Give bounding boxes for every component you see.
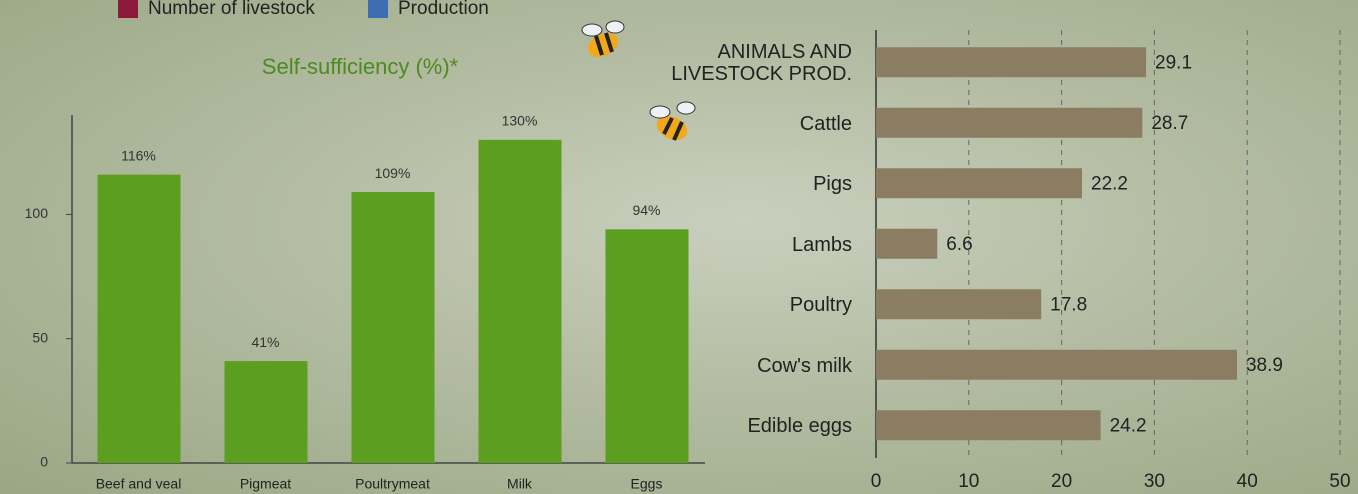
x-tick-label: 40	[1237, 471, 1258, 492]
x-tick-label: 50	[1329, 471, 1350, 492]
bee-icon	[649, 101, 696, 141]
x-tick-label: Poultrymeat	[355, 476, 430, 492]
value-label: 17.8	[1050, 294, 1087, 315]
value-label: 29.1	[1155, 52, 1192, 73]
bar	[876, 168, 1083, 199]
y-tick-label: 50	[32, 329, 48, 345]
value-label: 41%	[251, 334, 279, 350]
x-tick-label: 20	[1051, 471, 1072, 492]
bar	[224, 361, 308, 463]
value-label: 22.2	[1091, 173, 1128, 194]
bar	[478, 139, 562, 463]
value-label: 130%	[502, 113, 538, 129]
value-label: 6.6	[946, 234, 972, 255]
bar	[876, 228, 938, 259]
y-tick-label: Pigs	[813, 173, 852, 196]
y-tick-label: Cow's milk	[757, 354, 852, 377]
chart-title: Self-sufficiency (%)*	[262, 54, 459, 79]
x-tick-label: Eggs	[631, 476, 663, 492]
y-tick-label: ANIMALS AND LIVESTOCK PROD.	[671, 41, 852, 86]
x-tick-label: 0	[871, 471, 882, 492]
legend-swatch	[368, 0, 388, 18]
value-label: 116%	[121, 147, 156, 163]
value-label: 24.2	[1110, 415, 1147, 436]
bar	[97, 174, 181, 463]
y-tick-label: Edible eggs	[747, 415, 852, 438]
legend-swatch	[118, 0, 138, 18]
bar	[876, 47, 1147, 78]
value-label: 94%	[632, 202, 660, 218]
y-tick-label: Cattle	[799, 112, 852, 135]
bar	[876, 289, 1042, 320]
value-label: 28.7	[1151, 113, 1188, 134]
x-tick-label: Pigmeat	[240, 476, 291, 492]
bar	[605, 229, 689, 463]
value-label: 109%	[375, 165, 411, 181]
legend-label: Number of livestock	[148, 0, 315, 19]
bar	[876, 349, 1237, 380]
x-tick-label: 10	[958, 471, 979, 492]
x-tick-label: Beef and veal	[96, 476, 182, 492]
y-tick-label: Lambs	[791, 233, 852, 256]
bar	[876, 107, 1143, 138]
bar	[876, 410, 1101, 441]
y-tick-label: Poultry	[789, 294, 852, 317]
y-tick-label: 0	[40, 454, 48, 470]
bar	[351, 192, 435, 464]
x-tick-label: Milk	[507, 476, 533, 492]
x-tick-label: 30	[1144, 471, 1165, 492]
y-tick-label: 100	[25, 205, 49, 221]
legend-label: Production	[398, 0, 489, 19]
value-label: 38.9	[1246, 355, 1283, 376]
bee-icon	[581, 20, 625, 58]
